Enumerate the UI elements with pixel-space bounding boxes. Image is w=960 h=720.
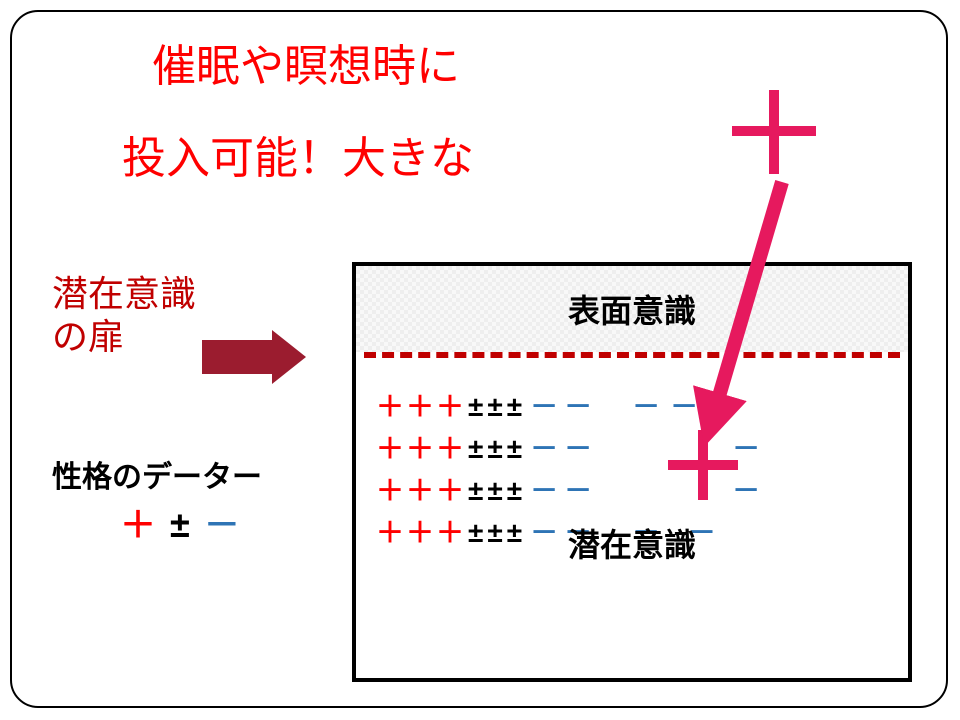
row-pm: ±±± <box>468 475 526 506</box>
sub-label: 潜在意識 <box>356 526 908 654</box>
door-label: 潜在意識 の扉 <box>52 272 196 358</box>
data-row: ＋＋＋±±±－－－ <box>376 470 770 512</box>
divider-dashed <box>364 352 900 358</box>
row-plus: ＋＋＋ <box>376 391 466 422</box>
row-minus: －－ <box>530 475 598 506</box>
slide-frame: 催眠や瞑想時に 投入可能！大きな 潜在意識 の扉 性格のデーター ＋ ± － 表… <box>10 10 948 708</box>
legend-pm-icon: ± <box>170 504 192 545</box>
row-minus: －－ <box>530 391 598 422</box>
legend-symbols: ＋ ± － <box>120 496 242 548</box>
row-minus: －－ <box>530 433 598 464</box>
row-minus2: －－ <box>632 391 708 422</box>
legend-title: 性格のデーター <box>52 452 262 496</box>
title-line-1: 催眠や瞑想時に <box>152 30 460 94</box>
consciousness-box: 表面意識 ＋＋＋±±±－－－－＋＋＋±±±－－－＋＋＋±±±－－－＋＋＋±±±－… <box>352 262 912 682</box>
title-line-2: 投入可能！大きな <box>122 122 474 186</box>
row-plus: ＋＋＋ <box>376 475 466 506</box>
legend-minus-icon: － <box>204 504 242 545</box>
row-pm: ±±± <box>468 433 526 464</box>
legend-plus-icon: ＋ <box>120 504 158 545</box>
door-label-line1: 潜在意識 <box>52 273 196 314</box>
row-plus: ＋＋＋ <box>376 433 466 464</box>
row-pm: ±±± <box>468 391 526 422</box>
data-row: ＋＋＋±±±－－－－ <box>376 386 770 428</box>
surface-label: 表面意識 <box>356 286 908 332</box>
door-label-line2: の扉 <box>52 316 124 357</box>
row-minus2: － <box>732 475 770 506</box>
